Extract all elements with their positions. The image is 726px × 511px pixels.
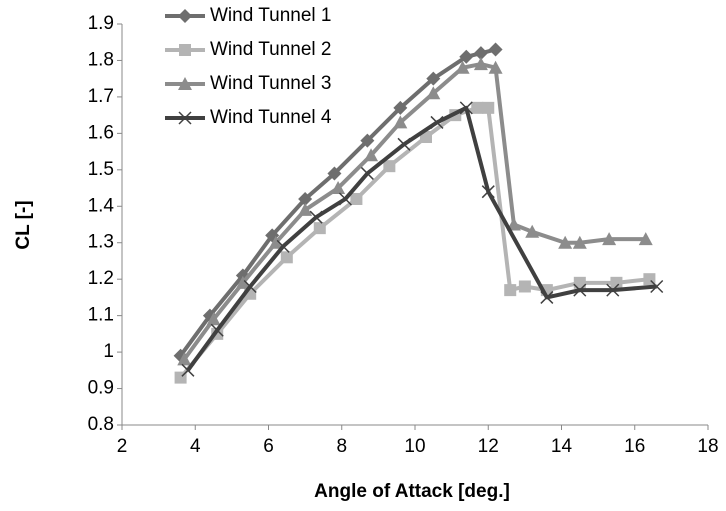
marker: [540, 290, 554, 304]
y-tick-label: 1.6: [88, 122, 114, 143]
marker: [350, 192, 363, 205]
marker: [426, 71, 441, 86]
marker: [235, 275, 250, 289]
y-tick-label: 1.3: [88, 232, 114, 253]
marker: [504, 284, 517, 297]
marker: [488, 60, 503, 74]
marker: [430, 115, 444, 129]
marker: [309, 210, 323, 224]
y-tick-label: 0.9: [88, 378, 114, 399]
x-tick-label: 6: [263, 436, 274, 457]
legend-marker: [178, 111, 192, 125]
legend-label: Wind Tunnel 2: [210, 39, 331, 60]
marker: [573, 276, 586, 289]
marker: [276, 239, 290, 253]
x-tick-label: 2: [117, 436, 128, 457]
marker: [397, 137, 411, 151]
x-tick-label: 12: [478, 436, 499, 457]
x-tick-label: 14: [551, 436, 573, 457]
marker: [313, 222, 326, 235]
marker: [473, 57, 488, 71]
marker: [331, 181, 346, 195]
marker: [471, 101, 484, 114]
y-tick-label: 1.1: [88, 305, 114, 326]
marker: [506, 217, 521, 231]
marker: [181, 363, 195, 377]
y-tick-label: 1.9: [88, 13, 114, 34]
marker: [602, 232, 617, 246]
marker: [426, 86, 441, 100]
marker: [243, 279, 257, 294]
marker: [360, 133, 375, 148]
marker: [481, 185, 495, 199]
x-axis-label: Angle of Attack [deg.]: [314, 481, 510, 502]
x-tick-label: 10: [404, 436, 425, 457]
marker: [650, 279, 664, 294]
marker: [488, 42, 503, 57]
x-tick-label: 18: [697, 436, 718, 457]
y-tick-label: 1.8: [88, 49, 114, 70]
legend-label: Wind Tunnel 3: [210, 73, 331, 94]
marker: [606, 283, 620, 297]
y-tick-label: 1.7: [88, 86, 114, 107]
marker: [383, 160, 396, 173]
marker: [206, 312, 221, 326]
legend-marker: [178, 77, 192, 90]
x-tick-label: 16: [624, 436, 645, 457]
marker: [364, 148, 379, 162]
marker: [360, 166, 374, 180]
marker: [459, 49, 474, 64]
y-tick-label: 1.5: [88, 159, 114, 180]
marker: [455, 60, 470, 74]
y-tick-label: 1.4: [88, 195, 115, 216]
marker: [518, 280, 531, 293]
marker: [327, 166, 342, 181]
legend-marker: [178, 9, 192, 23]
marker: [610, 276, 623, 289]
marker: [482, 101, 495, 114]
marker: [473, 46, 488, 61]
marker: [177, 352, 192, 366]
marker: [393, 115, 408, 129]
series-line: [186, 105, 657, 372]
x-tick-label: 4: [190, 436, 201, 457]
legend-label: Wind Tunnel 1: [210, 5, 331, 26]
marker: [573, 283, 587, 297]
marker: [280, 251, 293, 264]
marker: [338, 192, 352, 206]
marker: [558, 235, 573, 249]
y-tick-label: 0.8: [88, 414, 114, 435]
x-tick-label: 8: [336, 436, 347, 457]
legend-label: Wind Tunnel 4: [210, 107, 332, 128]
y-tick-label: 1.2: [88, 268, 114, 289]
y-axis-label: CL [-]: [13, 200, 34, 249]
marker: [393, 100, 408, 115]
marker: [298, 191, 313, 206]
legend-marker: [179, 44, 191, 56]
marker: [572, 235, 587, 249]
marker: [298, 202, 313, 216]
marker: [638, 232, 653, 246]
y-tick-label: 1: [103, 341, 114, 362]
marker: [459, 101, 473, 115]
marker: [268, 235, 283, 249]
marker: [525, 224, 540, 238]
marker: [210, 323, 224, 337]
